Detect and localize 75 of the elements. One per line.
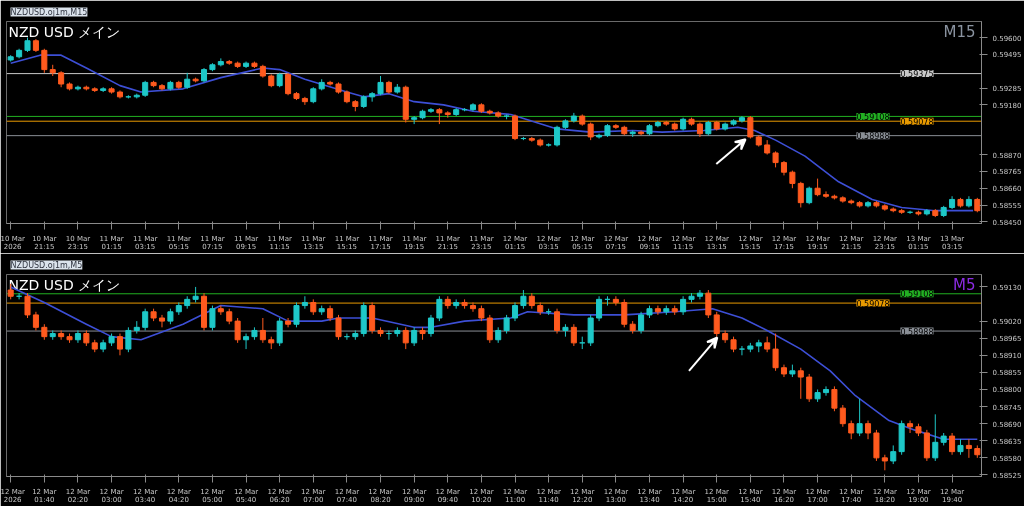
candlestick [722, 329, 729, 344]
ref-line-label: 0.58988 [900, 327, 934, 337]
candlestick [554, 125, 561, 148]
candlestick [831, 385, 838, 412]
line-series [9, 54, 974, 212]
ref-line-label: 0.59108 [856, 112, 890, 122]
candlestick [74, 329, 81, 344]
ref-line-label: 0.59078 [900, 117, 934, 127]
candlestick [654, 305, 661, 316]
candlestick [369, 91, 376, 103]
candlestick [293, 301, 300, 328]
candlestick [116, 333, 123, 356]
candlestick [377, 75, 384, 96]
candlestick [158, 314, 166, 328]
candlestick [890, 444, 897, 465]
candlestick [932, 413, 939, 462]
candlestick [58, 329, 65, 341]
candlestick [747, 115, 754, 140]
ref-line-label: 0.59078 [856, 299, 890, 309]
candlestick [285, 72, 292, 96]
candlestick [335, 314, 342, 341]
candlestick [503, 314, 510, 335]
candlestick [259, 317, 266, 344]
annotation: M15 [943, 22, 976, 41]
candlestick [427, 314, 434, 338]
candlestick [822, 385, 830, 397]
ref-line-label: 0.59375 [900, 70, 934, 80]
candlestick [234, 317, 241, 344]
candlestick [738, 345, 745, 356]
candlestick [797, 367, 804, 400]
candlestick [411, 326, 418, 347]
ref-line-label: 0.58988 [856, 132, 890, 142]
candlestick [797, 181, 804, 208]
candlestick [511, 113, 519, 141]
candlestick [965, 438, 972, 459]
candlestick [511, 301, 519, 322]
candlestick [907, 420, 914, 434]
candlestick [570, 323, 577, 347]
candlestick [301, 295, 308, 310]
candlestick [554, 308, 561, 335]
candlestick [301, 96, 308, 106]
candlestick [24, 292, 31, 319]
candlestick [596, 295, 603, 322]
candlestick [32, 311, 39, 331]
chart-title: NZD USD メイン [8, 276, 121, 293]
candlestick [142, 308, 149, 331]
candlestick [806, 373, 813, 403]
candlestick [612, 295, 619, 307]
candlestick [713, 311, 720, 338]
candlestick [469, 301, 477, 313]
candlestick [705, 289, 712, 319]
candlestick [848, 420, 855, 440]
candlestick [856, 398, 863, 437]
candlestick [243, 333, 250, 350]
chart-title: NZD USD メイン [8, 23, 121, 40]
candlestick [125, 326, 132, 353]
ref-line-label: 0.59108 [900, 290, 934, 300]
candlestick [949, 432, 956, 456]
candlestick [520, 289, 527, 310]
candlestick [486, 314, 493, 344]
candlestick [865, 420, 872, 440]
candlestick [209, 305, 216, 331]
chart-subtitle: NZDUSD.oj1m,M5 [10, 260, 83, 270]
annotation: M5 [953, 275, 976, 294]
chart-subtitle: NZDUSD.oj1m,M15 [10, 7, 88, 17]
candlestick [276, 317, 283, 347]
candlestick [638, 311, 645, 335]
candlestick [839, 404, 846, 428]
candlestick [402, 326, 409, 350]
candlestick [680, 295, 687, 316]
candlestick [621, 298, 628, 328]
candlestick [436, 295, 443, 322]
candlestick [41, 48, 48, 74]
candlestick [772, 333, 779, 372]
candlestick [822, 190, 830, 199]
